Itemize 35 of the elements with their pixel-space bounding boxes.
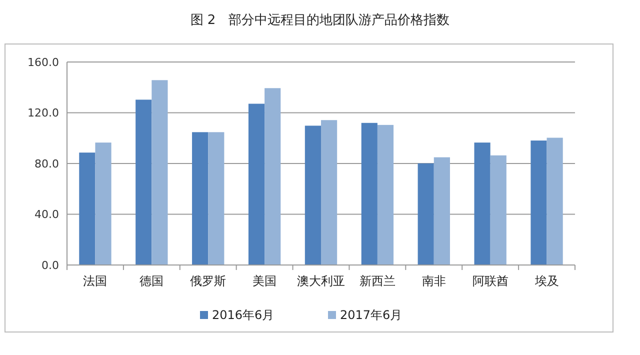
bar (79, 152, 96, 265)
bar (418, 163, 434, 265)
bar (304, 126, 321, 265)
bar (546, 138, 563, 265)
bar (490, 155, 506, 265)
x-tick-label: 埃及 (534, 274, 559, 288)
y-tick-label: 40.0 (34, 208, 59, 222)
bar (152, 80, 168, 265)
y-tick-label: 160.0 (28, 56, 59, 69)
bar (248, 104, 265, 265)
bar (434, 157, 450, 265)
legend-label: 2017年6月 (340, 308, 402, 322)
y-tick-label: 120.0 (28, 106, 59, 120)
x-tick-label: 南非 (422, 274, 446, 288)
x-tick-label: 俄罗斯 (190, 274, 226, 288)
bar (321, 120, 338, 265)
x-tick-label: 法国 (83, 274, 108, 288)
bar (95, 142, 112, 265)
bar (264, 88, 281, 265)
x-tick-label: 阿联酋 (472, 274, 508, 288)
bar (192, 132, 208, 265)
x-tick-label: 美国 (252, 274, 277, 288)
x-tick-label: 德国 (140, 274, 164, 288)
x-tick-label: 新西兰 (359, 274, 396, 288)
bar (530, 140, 547, 265)
bar (474, 142, 490, 265)
y-tick-label: 0.0 (42, 258, 59, 272)
legend-label: 2016年6月 (212, 308, 274, 322)
bar (361, 122, 378, 265)
bar (377, 124, 394, 265)
y-tick-label: 80.0 (34, 157, 59, 170)
x-tick-label: 澳大利亚 (297, 274, 345, 288)
bar (208, 132, 224, 265)
bar (136, 100, 152, 265)
chart-title: 图 2 部分中远程目的地团队游产品价格指数 (190, 13, 450, 28)
